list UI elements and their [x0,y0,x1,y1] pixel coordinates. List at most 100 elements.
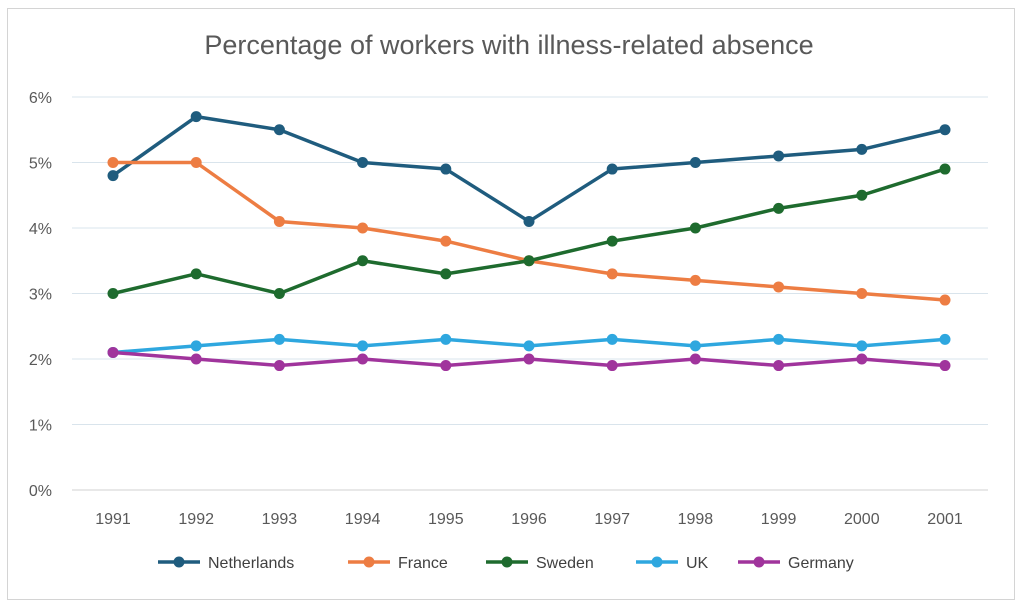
data-point [523,340,535,352]
y-tick-label: 5% [29,156,52,173]
data-point [606,333,618,345]
data-point [440,163,452,175]
data-point [689,157,701,168]
data-point [273,124,285,136]
legend-label: UK [686,555,709,572]
data-point [523,353,535,365]
legend-marker [753,556,765,568]
legend-entry-sweden: Sweden [486,555,594,572]
data-point [606,360,618,372]
data-point [689,274,701,286]
x-tick-label: 1994 [345,511,381,528]
data-point [939,124,951,136]
x-tick-label: 1991 [95,511,131,528]
data-point [190,268,202,280]
data-point [190,353,202,365]
data-point [773,333,785,345]
legend-entry-france: France [348,555,448,572]
data-point [107,170,119,182]
data-point [273,215,285,227]
data-point [773,360,785,372]
data-point [606,268,618,280]
data-point [939,294,951,306]
data-point [357,157,369,168]
chart-frame [7,8,1015,600]
data-point [190,340,202,352]
data-point [773,150,785,162]
data-point [273,288,285,299]
legend-label: Netherlands [208,555,294,572]
data-point [939,360,951,372]
data-point [856,340,868,352]
series-line [111,114,947,224]
legend-label: Germany [788,555,854,572]
data-point [440,333,452,345]
data-point [939,333,951,345]
data-point [856,288,868,299]
data-point [523,255,535,267]
legend-marker [651,556,663,568]
data-point [773,281,785,293]
legend-marker [173,556,185,568]
series-germany [107,346,951,372]
data-point [606,235,618,247]
legend-label: Sweden [536,555,594,572]
x-tick-label: 1997 [594,511,630,528]
y-axis-ticks: 0% 1% 2% 3% 4% 5% 6% [29,90,52,500]
data-point [939,163,951,175]
data-point [107,288,119,299]
x-tick-label: 1995 [428,511,464,528]
data-point [357,340,369,352]
series-sweden [107,163,951,299]
legend-entry-uk: UK [636,555,709,572]
y-tick-label: 1% [29,418,52,435]
legend-entry-germany: Germany [738,555,854,572]
data-point [190,157,202,168]
data-point [440,235,452,247]
y-tick-label: 0% [29,483,52,500]
data-point [689,353,701,365]
x-tick-label: 2000 [844,511,880,528]
data-point [440,268,452,280]
series-line [111,160,947,302]
x-tick-label: 1993 [262,511,298,528]
legend-entry-netherlands: Netherlands [158,555,294,572]
data-point [523,215,535,227]
y-tick-label: 3% [29,287,52,304]
data-point [273,333,285,345]
data-point [773,202,785,214]
x-tick-label: 2001 [927,511,963,528]
data-point [357,222,369,234]
y-tick-label: 2% [29,352,52,369]
legend-label: France [398,555,448,572]
series-uk [107,333,951,358]
legend: Netherlands France Sweden UK Germany [158,555,854,572]
data-point [856,143,868,155]
series-line [111,167,947,296]
data-point [107,157,119,168]
series-lines [107,111,951,372]
data-point [273,360,285,372]
legend-marker [501,556,513,568]
series-netherlands [107,111,951,227]
data-point [856,189,868,201]
data-point [190,111,202,123]
x-tick-label: 1992 [178,511,214,528]
x-tick-label: 1998 [678,511,714,528]
data-point [606,163,618,175]
x-tick-label: 1999 [761,511,797,528]
legend-marker [363,556,375,568]
data-point [440,360,452,372]
data-point [107,346,119,358]
y-tick-label: 4% [29,221,52,238]
data-point [856,353,868,365]
data-point [357,353,369,365]
chart-title: Percentage of workers with illness-relat… [204,30,814,60]
data-point [689,222,701,234]
data-point [357,255,369,267]
x-axis-ticks: 1991 1992 1993 1994 1995 1996 1997 1998 1999 2000… [95,511,963,528]
data-point [689,340,701,352]
x-tick-label: 1996 [511,511,547,528]
y-tick-label: 6% [29,90,52,107]
